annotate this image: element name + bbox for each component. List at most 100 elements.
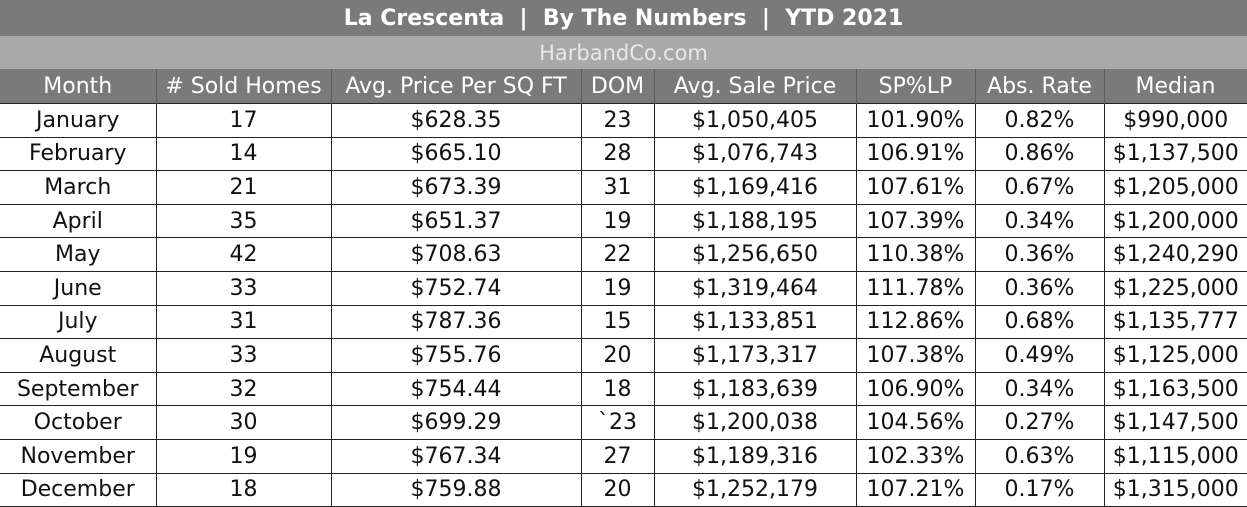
cell-sp-lp: 107.38%: [855, 338, 976, 373]
column-header-avg-sale-price: Avg. Sale Price: [654, 69, 857, 104]
table-row: May 42 $708.63 22 $1,256,650 110.38% 0.36% $1,2…: [0, 237, 1247, 272]
cell-abs-rate: 0.36%: [974, 270, 1105, 306]
column-header-dom: DOM: [581, 69, 655, 104]
table-row: October 30 $699.29 `23 $1,200,038 104.56% 0.27…: [0, 405, 1247, 440]
cell-median: $1,135,777: [1103, 304, 1247, 340]
column-header-median: Median: [1104, 69, 1247, 104]
cell-dom: 18: [580, 371, 655, 407]
cell-avg-sale-price: $1,050,405: [653, 103, 857, 138]
cell-abs-rate: 0.68%: [974, 304, 1105, 340]
table-row: April 35 $651.37 19 $1,188,195 107.39% 0.34% $1…: [0, 203, 1247, 239]
cell-avg-sale-price: $1,076,743: [653, 136, 857, 172]
cell-month: November: [0, 438, 157, 474]
table-row: February 14 $665.10 28 $1,076,743 106.91% 0.86…: [0, 136, 1247, 172]
cell-median: $1,240,290: [1103, 237, 1247, 272]
cell-sp-lp: 101.90%: [855, 103, 976, 138]
cell-avg-price-per-sqft: $752.74: [330, 270, 582, 306]
cell-median: $1,147,500: [1103, 405, 1247, 440]
cell-abs-rate: 0.27%: [974, 405, 1105, 440]
cell-avg-sale-price: $1,133,851: [653, 304, 857, 340]
cell-month: July: [0, 304, 157, 340]
table-row: December 18 $759.88 20 $1,252,179 107.21% 0.17…: [0, 472, 1247, 507]
cell-sp-lp: 107.61%: [855, 170, 976, 205]
table-row: September 32 $754.44 18 $1,183,639 106.90% 0.3…: [0, 371, 1247, 407]
cell-avg-sale-price: $1,189,316: [653, 438, 857, 474]
cell-avg-sale-price: $1,252,179: [653, 472, 857, 507]
column-header-avg-price-per-sqft: Avg. Price Per SQ FT: [331, 69, 582, 104]
cell-sold-homes: 21: [155, 170, 332, 205]
header-row: Month # Sold Homes Avg. Price Per SQ FT DOM…: [0, 69, 1247, 104]
cell-sp-lp: 107.39%: [855, 203, 976, 239]
numbers-table: Month # Sold Homes Avg. Price Per SQ FT DOM…: [0, 69, 1247, 507]
cell-month: September: [0, 371, 157, 407]
page-title: La Crescenta | By The Numbers | YTD 2021: [0, 0, 1247, 37]
column-header-month: Month: [0, 69, 157, 104]
cell-avg-sale-price: $1,200,038: [653, 405, 857, 440]
cell-avg-price-per-sqft: $699.29: [330, 405, 582, 440]
cell-month: October: [0, 405, 157, 440]
cell-sp-lp: 111.78%: [855, 270, 976, 306]
cell-dom: 22: [580, 237, 655, 272]
table-row: March 21 $673.39 31 $1,169,416 107.61% 0.67% $1…: [0, 170, 1247, 205]
cell-median: $990,000: [1103, 103, 1247, 138]
cell-month: August: [0, 338, 157, 373]
table-row: August 33 $755.76 20 $1,173,317 107.38% 0.49% $…: [0, 338, 1247, 373]
cell-abs-rate: 0.67%: [974, 170, 1105, 205]
cell-sold-homes: 17: [155, 103, 332, 138]
cell-dom: 19: [580, 203, 655, 239]
cell-dom: 15: [580, 304, 655, 340]
cell-sold-homes: 42: [155, 237, 332, 272]
cell-avg-price-per-sqft: $787.36: [330, 304, 582, 340]
cell-month: December: [0, 472, 157, 507]
cell-sp-lp: 104.56%: [855, 405, 976, 440]
cell-dom: 31: [580, 170, 655, 205]
cell-avg-price-per-sqft: $665.10: [330, 136, 582, 172]
cell-avg-price-per-sqft: $673.39: [330, 170, 582, 205]
cell-abs-rate: 0.86%: [974, 136, 1105, 172]
table-row: July 31 $787.36 15 $1,133,851 112.86% 0.68% $1,…: [0, 304, 1247, 340]
cell-median: $1,115,000: [1103, 438, 1247, 474]
cell-sold-homes: 35: [155, 203, 332, 239]
cell-sold-homes: 30: [155, 405, 332, 440]
cell-avg-price-per-sqft: $628.35: [330, 103, 582, 138]
cell-dom: `23: [580, 405, 655, 440]
cell-avg-price-per-sqft: $755.76: [330, 338, 582, 373]
cell-month: May: [0, 237, 157, 272]
cell-abs-rate: 0.82%: [974, 103, 1105, 138]
cell-month: April: [0, 203, 157, 239]
cell-avg-sale-price: $1,173,317: [653, 338, 857, 373]
cell-sold-homes: 14: [155, 136, 332, 172]
cell-avg-sale-price: $1,319,464: [653, 270, 857, 306]
cell-median: $1,315,000: [1103, 472, 1247, 507]
cell-avg-price-per-sqft: $708.63: [330, 237, 582, 272]
cell-median: $1,205,000: [1103, 170, 1247, 205]
cell-median: $1,225,000: [1103, 270, 1247, 306]
cell-avg-sale-price: $1,188,195: [653, 203, 857, 239]
column-header-abs-rate: Abs. Rate: [975, 69, 1105, 104]
cell-month: March: [0, 170, 157, 205]
cell-dom: 20: [580, 472, 655, 507]
cell-dom: 28: [580, 136, 655, 172]
cell-month: June: [0, 270, 157, 306]
cell-dom: 19: [580, 270, 655, 306]
cell-median: $1,163,500: [1103, 371, 1247, 407]
cell-dom: 27: [580, 438, 655, 474]
cell-sp-lp: 112.86%: [855, 304, 976, 340]
column-header-sold-homes: # Sold Homes: [156, 69, 332, 104]
cell-sold-homes: 19: [155, 438, 332, 474]
cell-avg-sale-price: $1,256,650: [653, 237, 857, 272]
cell-dom: 23: [580, 103, 655, 138]
cell-dom: 20: [580, 338, 655, 373]
cell-median: $1,125,000: [1103, 338, 1247, 373]
cell-median: $1,137,500: [1103, 136, 1247, 172]
cell-abs-rate: 0.49%: [974, 338, 1105, 373]
cell-sold-homes: 33: [155, 270, 332, 306]
source-subtitle: HarbandCo.com: [0, 36, 1247, 69]
cell-abs-rate: 0.17%: [974, 472, 1105, 507]
table-row: November 19 $767.34 27 $1,189,316 102.33% 0.63…: [0, 438, 1247, 474]
cell-sp-lp: 106.91%: [855, 136, 976, 172]
cell-avg-price-per-sqft: $754.44: [330, 371, 582, 407]
cell-abs-rate: 0.34%: [974, 371, 1105, 407]
cell-sp-lp: 107.21%: [855, 472, 976, 507]
